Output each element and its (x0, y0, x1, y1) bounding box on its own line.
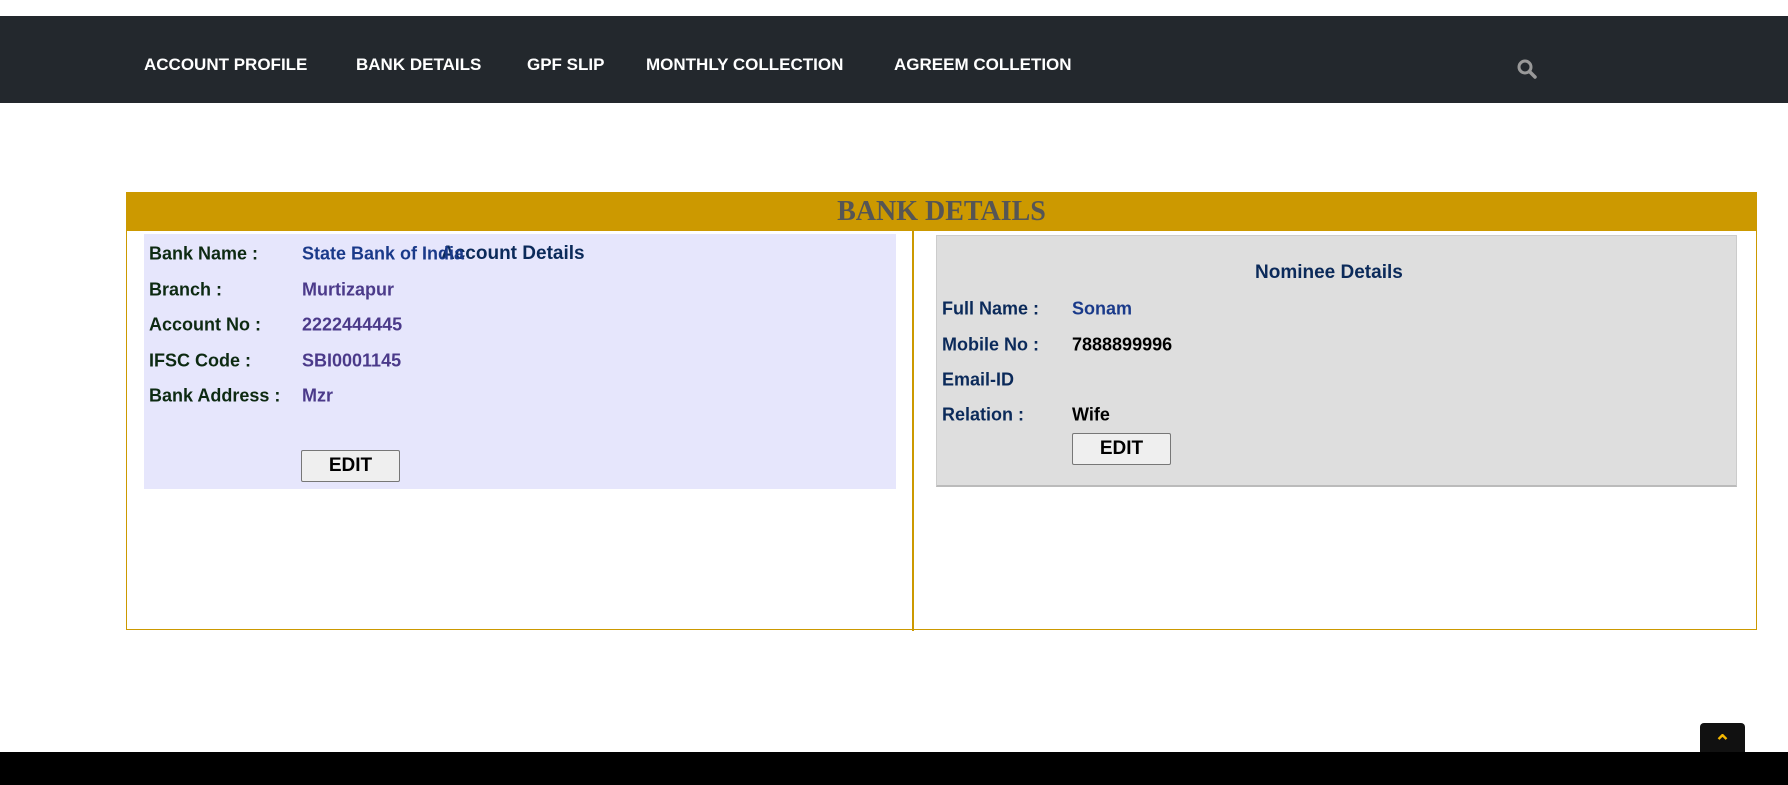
nav-gpf-slip[interactable]: GPF SLIP (527, 55, 605, 74)
label-account-no: Account No : (149, 314, 261, 335)
page-title: BANK DETAILS (127, 193, 1756, 231)
value-mobile-no: 7888899996 (1072, 334, 1173, 355)
value-relation: Wife (1072, 404, 1110, 425)
nominee-details-heading: Nominee Details (1255, 262, 1403, 283)
edit-account-button[interactable]: EDIT (301, 450, 400, 482)
label-mobile-no: Mobile No : (942, 334, 1039, 355)
account-details-section: Account Details Bank Name : State Bank o… (144, 234, 896, 489)
label-branch: Branch : (149, 279, 223, 300)
value-branch: Murtizapur (302, 279, 394, 300)
edit-nominee-button[interactable]: EDIT (1072, 433, 1171, 465)
search-icon[interactable] (1516, 58, 1538, 80)
nav-agreem-colletion[interactable]: AGREEM COLLETION (894, 55, 1072, 74)
bank-details-panel: BANK DETAILS Account Details Bank Name :… (126, 192, 1757, 631)
label-full-name: Full Name : (942, 298, 1040, 319)
account-details-heading: Account Details (441, 243, 585, 264)
label-bank-address: Bank Address : (149, 385, 281, 406)
nav-monthly-collection[interactable]: MONTHLY COLLECTION (646, 55, 844, 74)
label-relation: Relation : (942, 404, 1025, 425)
nav-bank-details[interactable]: BANK DETAILS (356, 55, 482, 74)
value-full-name: Sonam (1072, 298, 1133, 319)
nav-account-profile[interactable]: ACCOUNT PROFILE (144, 55, 308, 74)
footer (0, 752, 1788, 785)
label-email-id: Email-ID (942, 369, 1015, 390)
value-bank-address: Mzr (302, 385, 333, 406)
top-navbar: ACCOUNT PROFILE BANK DETAILS GPF SLIP MO… (0, 16, 1788, 103)
value-ifsc-code: SBI0001145 (302, 350, 402, 371)
label-ifsc-code: IFSC Code : (149, 350, 251, 371)
divider (912, 231, 914, 631)
label-bank-name: Bank Name : (149, 243, 259, 264)
double-chevron-up-icon: ⌃ (1714, 732, 1731, 754)
nominee-details-section: Nominee Details Full Name : Sonam Mobile… (936, 235, 1737, 487)
value-bank-name: State Bank of India (302, 243, 465, 264)
value-account-no: 2222444445 (302, 314, 403, 335)
